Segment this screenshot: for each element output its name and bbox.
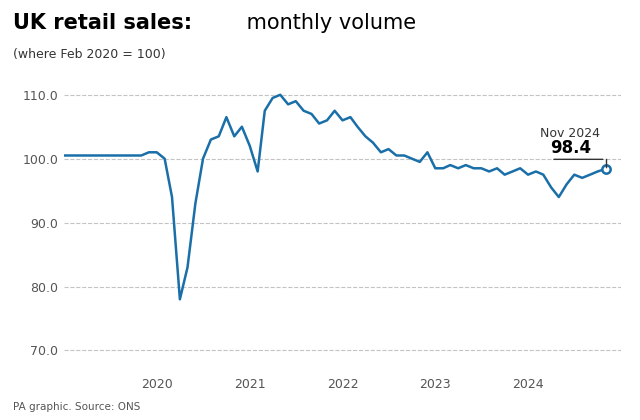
Text: PA graphic. Source: ONS: PA graphic. Source: ONS xyxy=(13,402,140,412)
Text: monthly volume: monthly volume xyxy=(240,13,416,33)
Text: Nov 2024: Nov 2024 xyxy=(540,127,600,140)
Text: (where Feb 2020 = 100): (where Feb 2020 = 100) xyxy=(13,48,165,61)
Text: UK retail sales:: UK retail sales: xyxy=(13,13,192,33)
Text: 98.4: 98.4 xyxy=(550,139,591,158)
